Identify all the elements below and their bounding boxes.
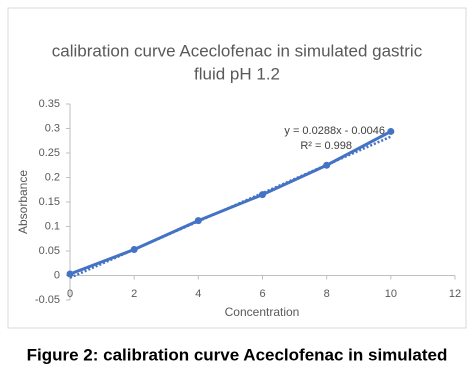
- y-tick-label: 0: [54, 269, 60, 281]
- data-point: [66, 270, 74, 278]
- trendline-equation: y = 0.0288x - 0.0046: [284, 125, 385, 137]
- y-tick-label: 0.1: [45, 220, 60, 232]
- chart-title: calibration curve Aceclofenac in simulat…: [52, 41, 423, 60]
- y-axis-label: Absorbance: [16, 170, 30, 234]
- x-tick-label: 0: [67, 288, 73, 300]
- y-tick-label: 0.05: [39, 245, 60, 257]
- x-tick-label: 4: [195, 288, 201, 300]
- x-tick-label: 6: [259, 288, 265, 300]
- y-tick-label: 0.15: [39, 196, 60, 208]
- x-tick-label: 10: [385, 288, 397, 300]
- chart-border: [7, 7, 467, 329]
- data-point: [387, 127, 395, 135]
- y-tick-label: 0.3: [45, 122, 60, 134]
- x-axis-label: Concentration: [225, 305, 300, 319]
- x-tick-label: 2: [131, 288, 137, 300]
- x-tick-label: 8: [324, 288, 330, 300]
- x-tick-label: 12: [449, 288, 461, 300]
- y-tick-label: 0.25: [39, 147, 60, 159]
- trendline-r2: R² = 0.998: [300, 140, 352, 152]
- y-tick-label: 0.35: [39, 98, 60, 110]
- caption: Figure 2: calibration curve Aceclofenac …: [27, 345, 448, 364]
- y-tick-label: 0.2: [45, 171, 60, 183]
- chart-title: fluid pH 1.2: [194, 64, 280, 83]
- trendline: [69, 135, 392, 279]
- y-tick-label: -0.05: [35, 294, 60, 306]
